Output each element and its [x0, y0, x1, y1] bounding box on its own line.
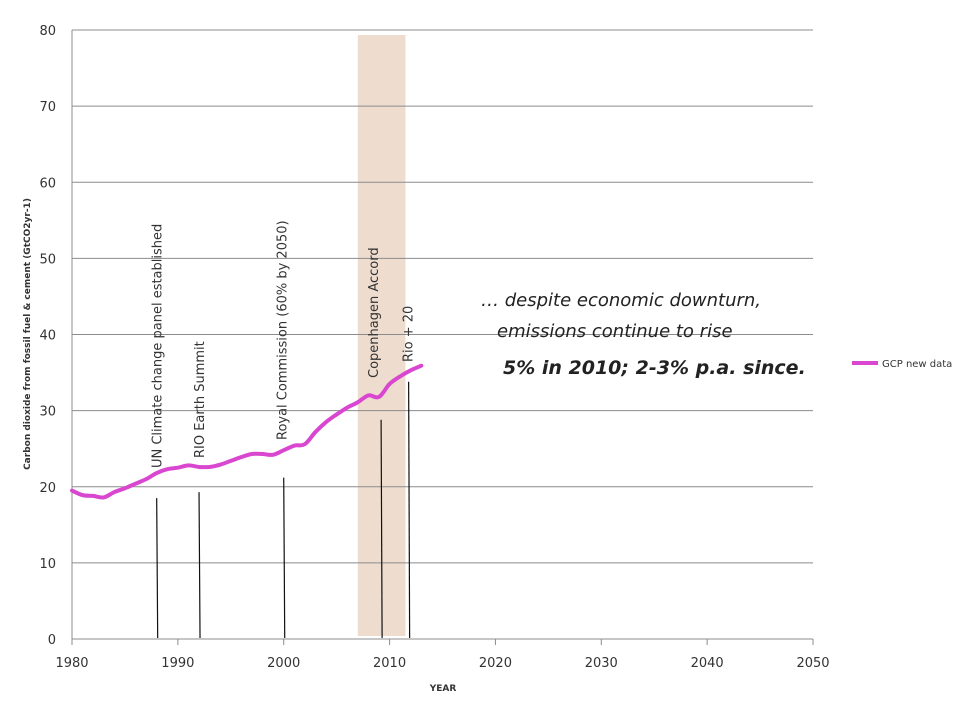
event-label-1: RIO Earth Summit	[193, 341, 208, 458]
y-tick-label-60: 60	[39, 176, 56, 191]
x-tick-label-2010: 2010	[373, 656, 406, 671]
event-line-3	[380, 419, 383, 639]
event-label-3: Copenhagen Accord	[367, 247, 382, 378]
y-tick-label-50: 50	[39, 252, 56, 267]
x-tick-label-2040: 2040	[691, 656, 724, 671]
annotation-line-1: … despite economic downturn,	[481, 290, 762, 311]
series-line-0	[70, 363, 424, 500]
annotation-line-2: emissions continue to rise	[497, 321, 733, 342]
y-tick-label-30: 30	[39, 405, 56, 420]
event-line-0	[156, 498, 159, 639]
y-tick-label-40: 40	[39, 329, 56, 344]
y-tick-label-70: 70	[39, 100, 56, 115]
x-tick-label-1990: 1990	[161, 656, 194, 671]
x-tick-label-2020: 2020	[479, 656, 512, 671]
event-line-2	[283, 477, 286, 639]
x-tick-label-1980: 1980	[55, 656, 88, 671]
event-label-0: UN Climate change panel established	[151, 224, 166, 468]
event-label-4: Rio + 20	[402, 306, 417, 362]
y-tick-label-20: 20	[39, 481, 56, 496]
annotation-line-3: 5% in 2010; 2-3% p.a. since.	[503, 357, 806, 379]
event-line-1	[198, 492, 201, 639]
x-tick-label-2030: 2030	[585, 656, 618, 671]
x-axis-title: YEAR	[429, 684, 457, 694]
x-tick-label-2050: 2050	[796, 656, 829, 671]
y-axis-title: Carbon dioxide from fossil fuel & cement…	[23, 198, 33, 470]
x-tick-label-2000: 2000	[267, 656, 300, 671]
event-label-2: Royal Commission (60% by 2050)	[276, 220, 291, 440]
event-line-4	[408, 381, 411, 639]
y-tick-label-0: 0	[48, 633, 56, 648]
y-tick-label-10: 10	[39, 557, 56, 572]
legend-label-0: GCP new data	[882, 359, 952, 370]
y-tick-label-80: 80	[39, 24, 56, 39]
